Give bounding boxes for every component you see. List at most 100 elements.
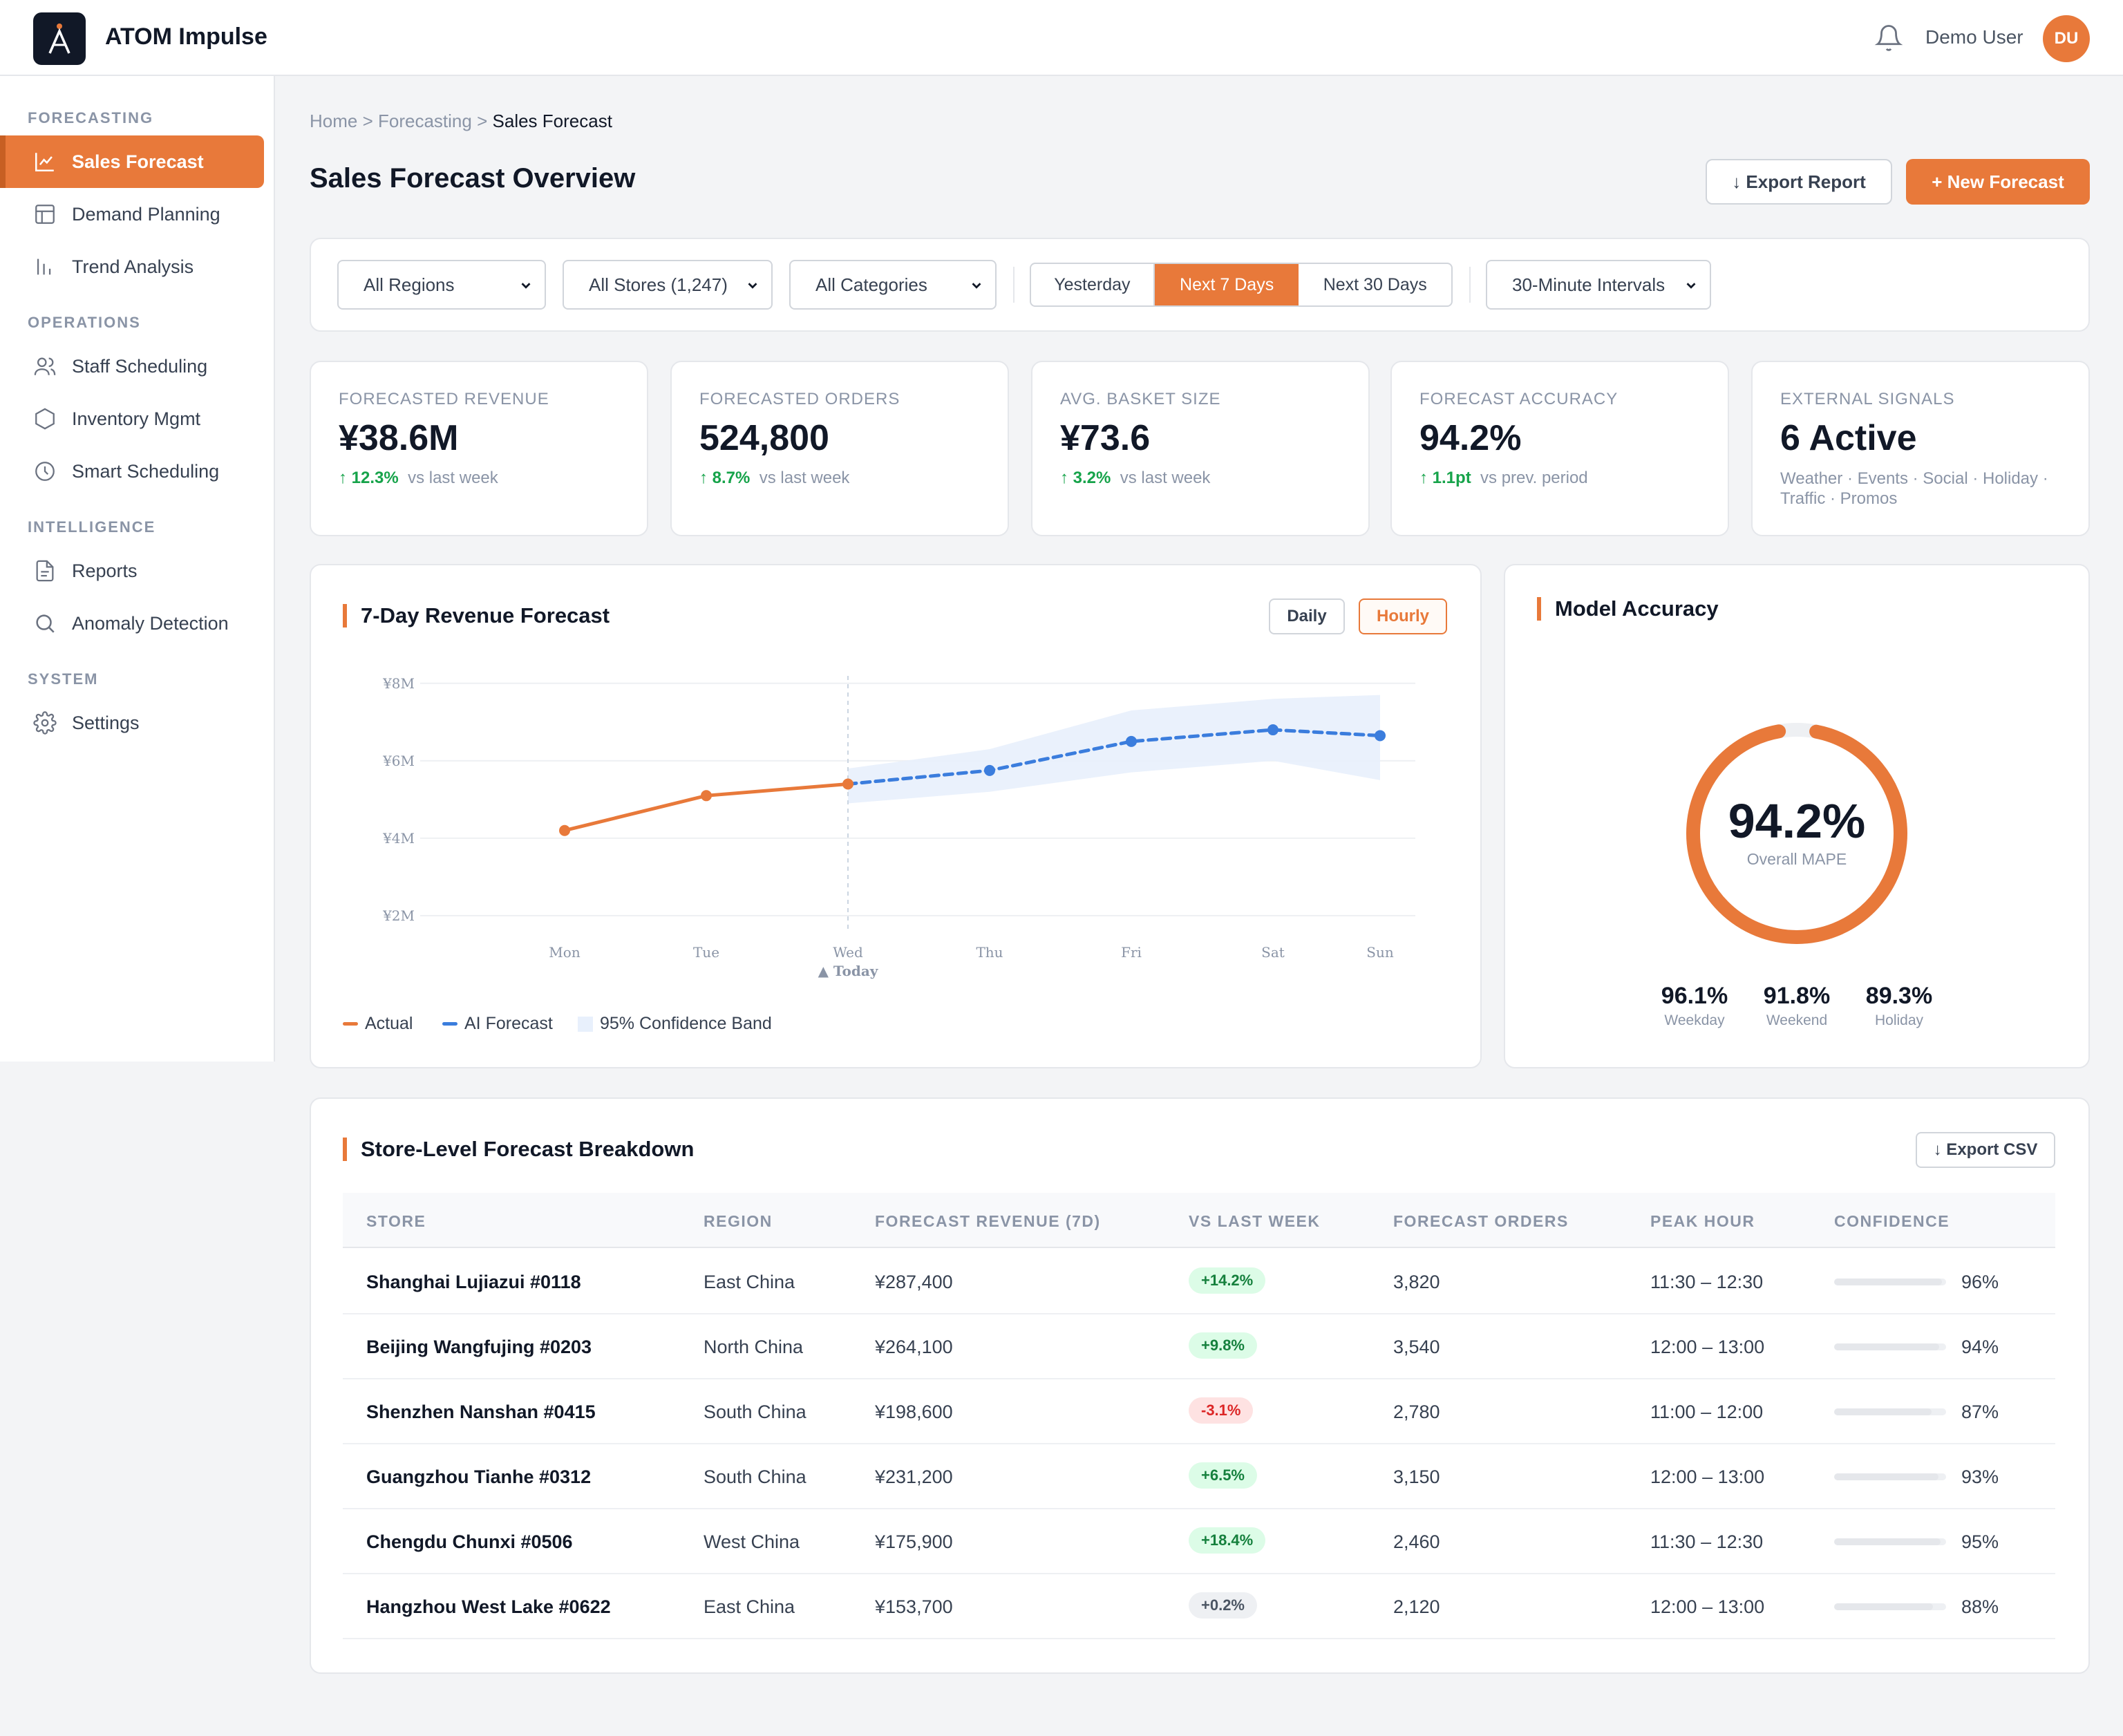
range-next-30-days[interactable]: Next 30 Days xyxy=(1323,274,1427,294)
kpi-label: FORECAST ACCURACY xyxy=(1419,390,1619,408)
avatar[interactable]: DU xyxy=(2043,15,2090,62)
confidence-value: 94% xyxy=(1961,1337,1999,1357)
sidebar-item-inventory-mgmt[interactable]: Inventory Mgmt xyxy=(0,393,264,445)
forecast-point[interactable] xyxy=(1126,735,1137,747)
store-name[interactable]: Shanghai Lujiazui #0118 xyxy=(366,1272,581,1292)
export-csv-button[interactable]: ↓ Export CSV xyxy=(1916,1132,2055,1168)
kpi-change-period: vs last week xyxy=(1120,469,1211,487)
forecast-point[interactable] xyxy=(984,764,995,776)
column-header[interactable]: STORE xyxy=(366,1212,426,1230)
x-tick-label: Thu xyxy=(976,944,1003,961)
legend-swatch xyxy=(578,1016,593,1032)
export-report-button[interactable]: ↓ Export Report xyxy=(1706,159,1892,205)
sidebar-item-label: Trend Analysis xyxy=(72,256,194,277)
sidebar-item-label: Reports xyxy=(72,560,138,581)
forecast-revenue: ¥264,100 xyxy=(875,1337,953,1357)
breadcrumb-separator: > xyxy=(477,111,488,131)
accuracy-donut xyxy=(1686,723,1907,944)
toggle-daily[interactable]: Daily xyxy=(1269,598,1345,634)
breadcrumb-home[interactable]: Home xyxy=(310,111,358,131)
breadcrumb-current: Sales Forecast xyxy=(492,111,612,131)
table-row[interactable]: Guangzhou Tianhe #0312 South China ¥231,20… xyxy=(343,1444,2055,1509)
column-header[interactable]: FORECAST REVENUE (7D) xyxy=(875,1212,1101,1230)
column-header[interactable]: FORECAST ORDERS xyxy=(1393,1212,1569,1230)
table-row[interactable]: Beijing Wangfujing #0203 North China ¥264,… xyxy=(343,1314,2055,1379)
categories-select[interactable]: All Categories xyxy=(789,260,997,310)
store-name[interactable]: Chengdu Chunxi #0506 xyxy=(366,1531,573,1552)
column-header[interactable]: CONFIDENCE xyxy=(1834,1212,1950,1230)
forecast-revenue: ¥231,200 xyxy=(875,1466,953,1487)
sidebar-item-anomaly-detection[interactable]: Anomaly Detection xyxy=(0,597,264,650)
kpi-value: 524,800 xyxy=(699,418,829,458)
legend-swatch xyxy=(442,1022,457,1026)
stores-select[interactable]: All Stores (1,247) xyxy=(563,260,773,310)
toggle-hourly[interactable]: Hourly xyxy=(1359,598,1447,634)
kpi-change: ↑ 8.7% vs last week xyxy=(699,469,849,488)
sidebar-item-staff-scheduling[interactable]: Staff Scheduling xyxy=(0,340,264,393)
interval-select[interactable]: 30-Minute Intervals xyxy=(1486,260,1711,310)
confidence-bar-fill xyxy=(1834,1343,1940,1350)
stores-select-value: All Stores (1,247) xyxy=(589,274,728,295)
model-accuracy-title: Model Accuracy xyxy=(1537,597,1719,621)
forecast-orders: 2,460 xyxy=(1393,1531,1440,1552)
peak-hour: 12:00 – 13:00 xyxy=(1650,1337,1765,1357)
table-row[interactable]: Shanghai Lujiazui #0118 East China ¥287,40… xyxy=(343,1249,2055,1314)
sidebar: FORECASTING Sales Forecast Demand Planni… xyxy=(0,76,275,1062)
actual-point[interactable] xyxy=(559,824,570,836)
user-name[interactable]: Demo User xyxy=(1925,26,2023,48)
store-name[interactable]: Guangzhou Tianhe #0312 xyxy=(366,1466,592,1487)
table-row[interactable]: Chengdu Chunxi #0506 West China ¥175,900 +1… xyxy=(343,1509,2055,1574)
table-header: STORE REGION FORECAST REVENUE (7D) VS LA… xyxy=(343,1193,2055,1248)
column-header[interactable]: VS LAST WEEK xyxy=(1189,1212,1321,1230)
forecast-point[interactable] xyxy=(1375,730,1386,742)
page-title: Sales Forecast Overview xyxy=(310,163,636,194)
column-header[interactable]: REGION xyxy=(704,1212,773,1230)
line-chart-icon xyxy=(33,150,57,173)
store-name[interactable]: Shenzhen Nanshan #0415 xyxy=(366,1402,596,1422)
model-accuracy-card xyxy=(1504,564,2090,1068)
peak-hour: 11:00 – 12:00 xyxy=(1650,1402,1764,1422)
range-yesterday[interactable]: Yesterday xyxy=(1031,264,1155,305)
forecast-point[interactable] xyxy=(1267,724,1278,736)
new-forecast-button[interactable]: + New Forecast xyxy=(1906,159,2090,205)
sidebar-item-trend-analysis[interactable]: Trend Analysis xyxy=(0,240,264,293)
table-row[interactable]: Shenzhen Nanshan #0415 South China ¥198,60… xyxy=(343,1379,2055,1444)
column-header[interactable]: PEAK HOUR xyxy=(1650,1212,1755,1230)
store-name[interactable]: Beijing Wangfujing #0203 xyxy=(366,1337,592,1357)
store-name[interactable]: Hangzhou West Lake #0622 xyxy=(366,1596,611,1617)
sidebar-item-sales-forecast[interactable]: Sales Forecast xyxy=(0,135,264,188)
divider xyxy=(1013,267,1015,303)
sidebar-item-smart-scheduling[interactable]: Smart Scheduling xyxy=(0,445,264,498)
actual-point[interactable] xyxy=(842,778,853,790)
sidebar-item-settings[interactable]: Settings xyxy=(0,697,264,749)
range-next-7-days[interactable]: Next 7 Days xyxy=(1154,264,1299,305)
change-badge: +6.5% xyxy=(1189,1462,1257,1489)
kpi-change-period: vs prev. period xyxy=(1480,469,1588,487)
accuracy-holiday: 89.3% Holiday xyxy=(1851,983,1947,1029)
legend-label: 95% Confidence Band xyxy=(600,1014,772,1033)
accuracy-stat-value: 96.1% xyxy=(1661,983,1728,1009)
store-region: West China xyxy=(704,1531,800,1552)
kpi-value: 6 Active xyxy=(1780,418,1917,458)
breadcrumb-forecasting[interactable]: Forecasting xyxy=(378,111,472,131)
sidebar-item-label: Smart Scheduling xyxy=(72,460,220,482)
sidebar-item-reports[interactable]: Reports xyxy=(0,545,264,597)
notifications-bell-icon[interactable] xyxy=(1874,23,1903,53)
confidence-bar xyxy=(1834,1343,1946,1350)
actual-point[interactable] xyxy=(701,790,712,802)
breadcrumb-separator: > xyxy=(362,111,373,131)
app-logo[interactable] xyxy=(33,12,86,65)
revenue-line-chart: ¥2M ¥4M ¥6M ¥8M Mon Tue Wed Thu Fri Sat Sun ▲ Tod… xyxy=(382,675,1415,979)
kpi-value: ¥73.6 xyxy=(1060,418,1151,458)
legend-confidence-band: 95% Confidence Band xyxy=(578,1014,772,1034)
region-select[interactable]: All Regions xyxy=(337,260,546,310)
kpi-change-value: ↑ 1.1pt xyxy=(1419,469,1471,487)
change-badge: +9.8% xyxy=(1189,1332,1257,1359)
table-row[interactable]: Hangzhou West Lake #0622 East China ¥153,7… xyxy=(343,1574,2055,1639)
chevron-down-icon xyxy=(521,283,531,289)
confidence-bar-fill xyxy=(1834,1408,1932,1415)
logo-a-icon xyxy=(48,23,70,54)
legend-label: Actual xyxy=(365,1014,413,1033)
search-icon xyxy=(33,612,57,635)
sidebar-item-demand-planning[interactable]: Demand Planning xyxy=(0,188,264,240)
